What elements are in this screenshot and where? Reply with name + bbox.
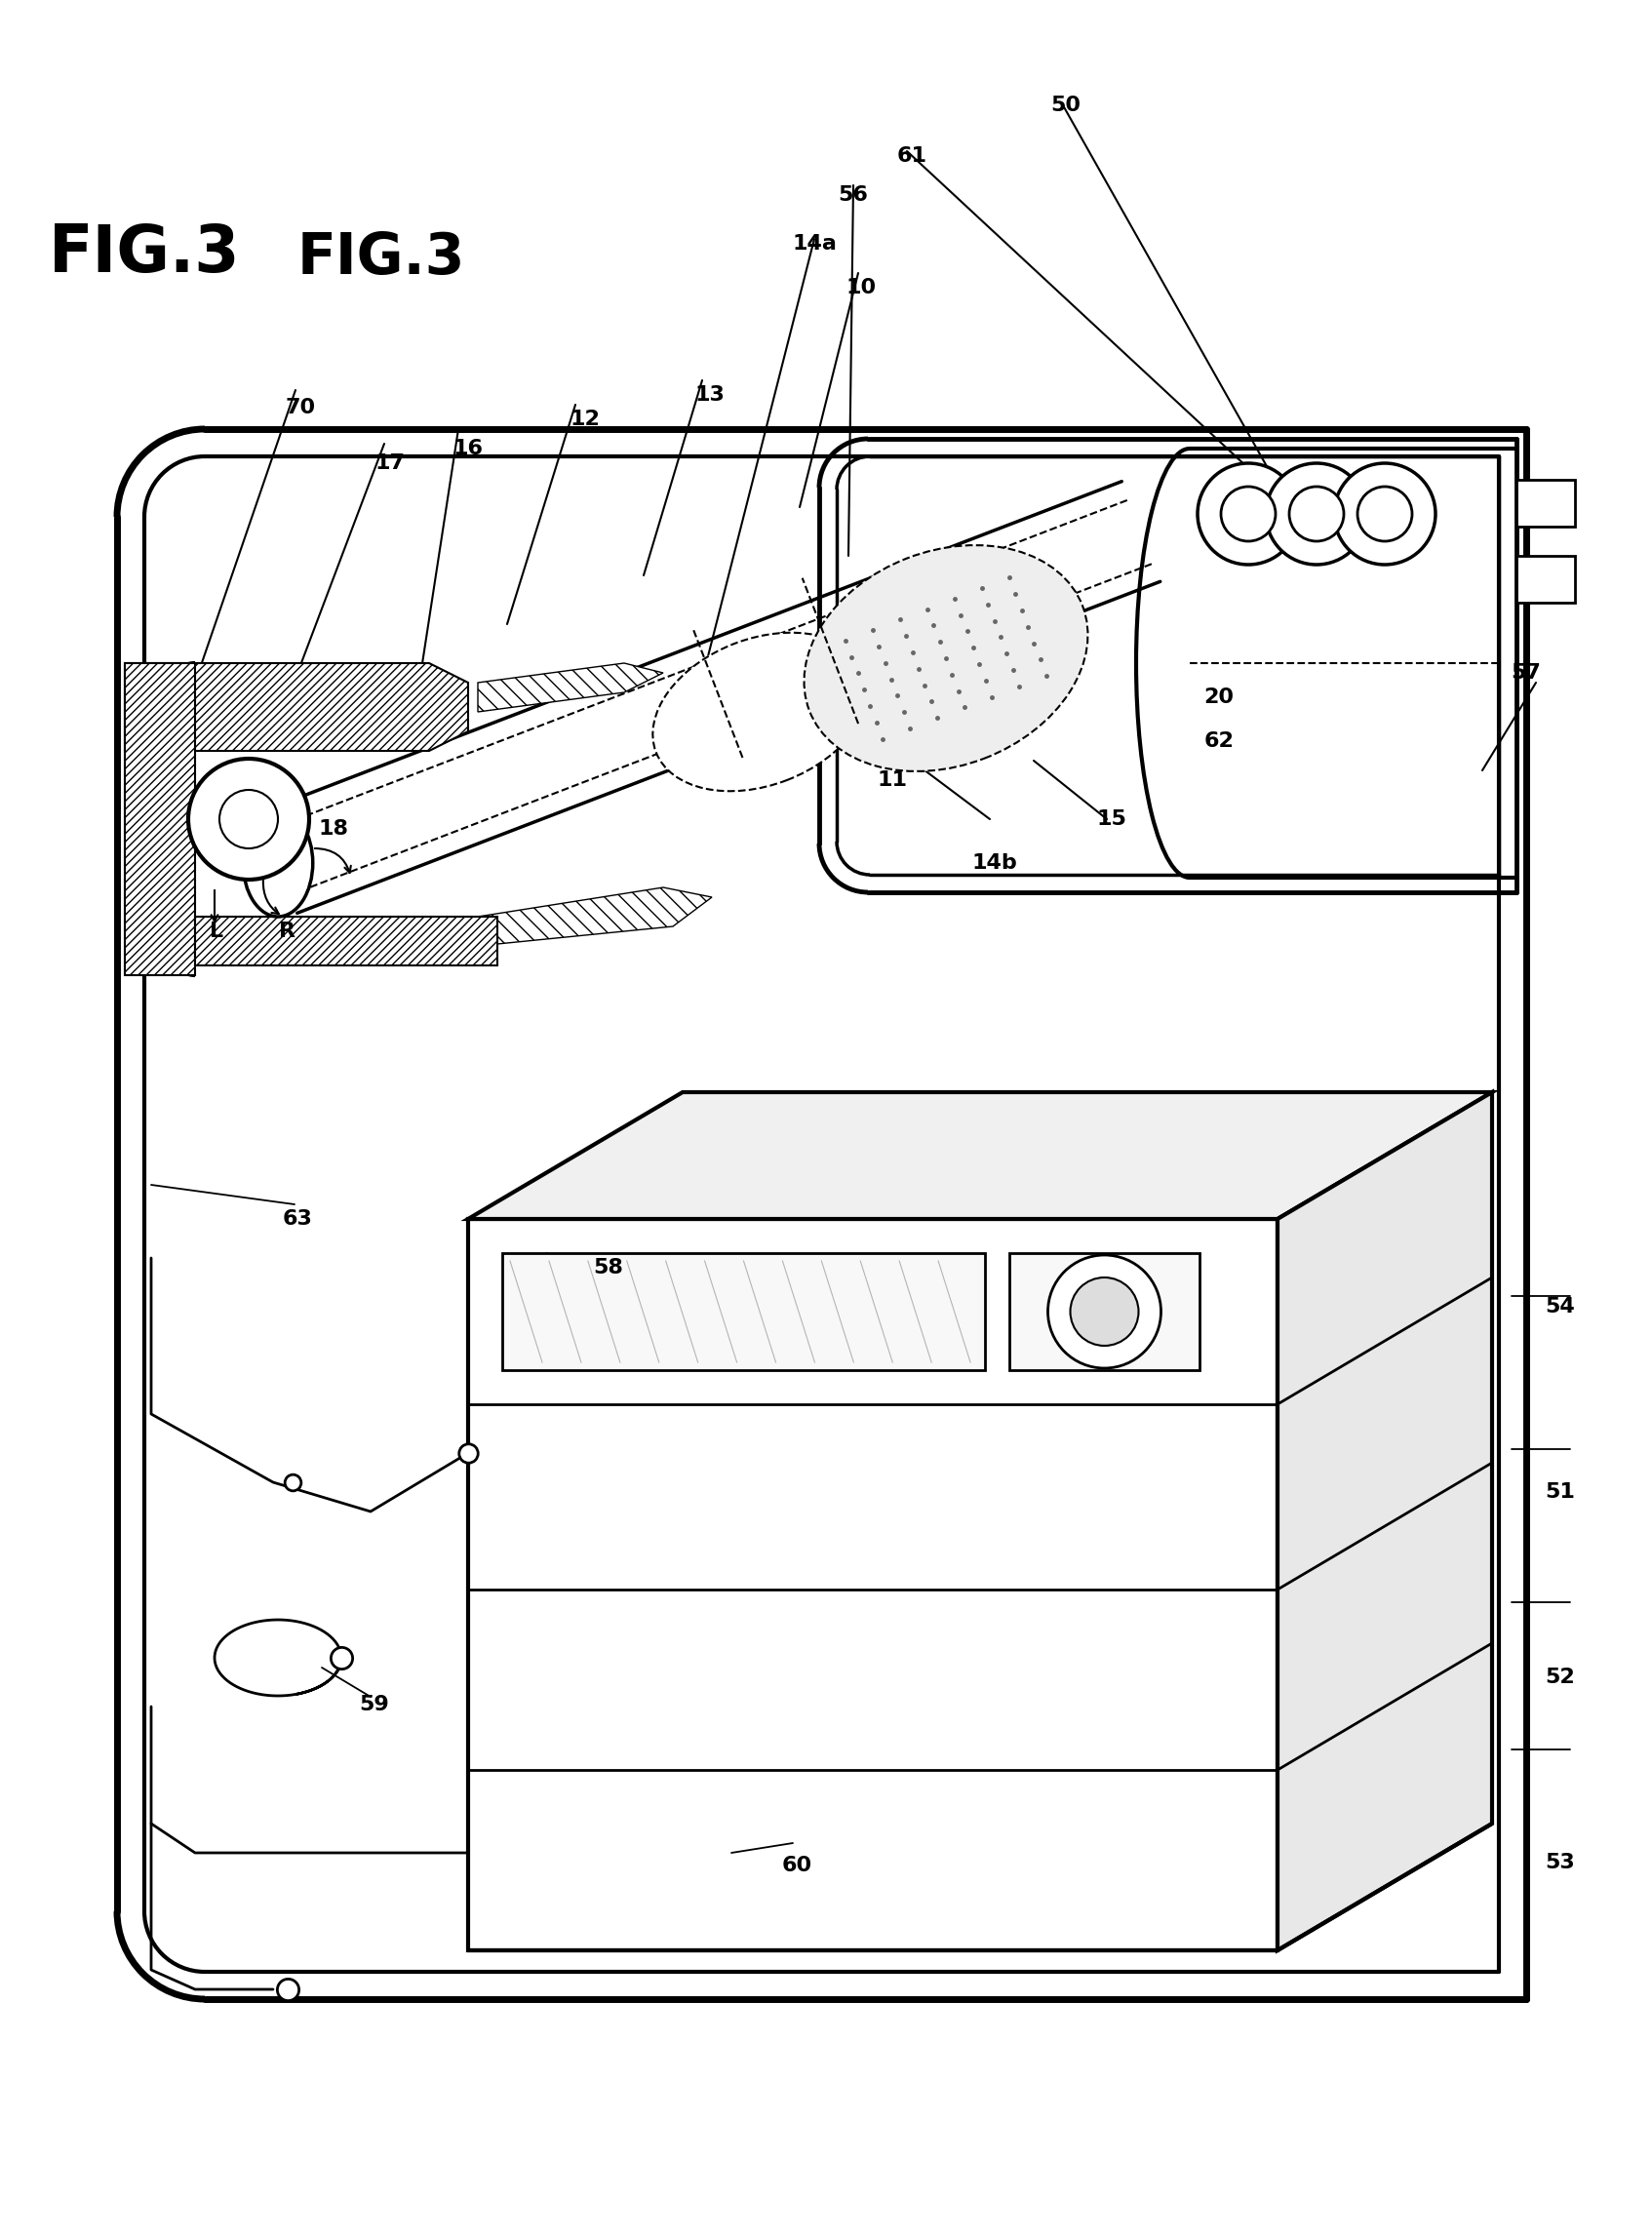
Text: 12: 12 <box>570 410 600 430</box>
Text: 52: 52 <box>1545 1668 1576 1686</box>
Text: 58: 58 <box>593 1258 623 1278</box>
Text: 54: 54 <box>1545 1296 1576 1317</box>
Circle shape <box>188 759 309 880</box>
Text: 62: 62 <box>1204 732 1234 750</box>
Circle shape <box>1198 463 1298 564</box>
Text: 70: 70 <box>286 399 316 416</box>
Ellipse shape <box>243 808 312 916</box>
Circle shape <box>1265 463 1368 564</box>
Text: 53: 53 <box>1545 1854 1576 1872</box>
Ellipse shape <box>653 634 869 790</box>
Ellipse shape <box>805 546 1087 770</box>
Circle shape <box>1358 486 1412 542</box>
Polygon shape <box>1277 1093 1492 1950</box>
Text: FIG.3: FIG.3 <box>50 222 241 287</box>
Text: 63: 63 <box>282 1209 312 1229</box>
Text: 60: 60 <box>781 1856 811 1876</box>
Text: 15: 15 <box>1097 808 1127 828</box>
Text: L: L <box>210 922 223 940</box>
Polygon shape <box>477 887 712 945</box>
Text: 50: 50 <box>1051 96 1080 114</box>
Polygon shape <box>195 916 497 965</box>
Text: 14a: 14a <box>791 235 836 253</box>
Text: 10: 10 <box>846 278 876 298</box>
Text: R: R <box>279 922 296 940</box>
Polygon shape <box>477 663 662 712</box>
Circle shape <box>1335 463 1436 564</box>
Text: 20: 20 <box>1204 687 1234 708</box>
Text: 61: 61 <box>897 146 927 166</box>
Text: 16: 16 <box>453 439 484 459</box>
Polygon shape <box>126 663 468 750</box>
Polygon shape <box>468 1218 1277 1950</box>
Text: 57: 57 <box>1512 663 1541 683</box>
Text: 51: 51 <box>1545 1482 1576 1502</box>
Polygon shape <box>468 1093 1492 1218</box>
Circle shape <box>1221 486 1275 542</box>
Polygon shape <box>1009 1254 1199 1370</box>
Text: FIG.3: FIG.3 <box>297 231 466 284</box>
Text: 13: 13 <box>695 385 725 405</box>
Circle shape <box>220 790 278 849</box>
Polygon shape <box>1517 555 1574 602</box>
Text: 18: 18 <box>319 819 349 840</box>
Circle shape <box>1047 1256 1161 1368</box>
Circle shape <box>1070 1278 1138 1346</box>
Polygon shape <box>502 1254 985 1370</box>
Polygon shape <box>126 663 195 976</box>
Text: 59: 59 <box>360 1695 390 1715</box>
Circle shape <box>1289 486 1343 542</box>
Text: 17: 17 <box>375 455 405 472</box>
Text: 14b: 14b <box>971 853 1018 873</box>
Polygon shape <box>1517 479 1574 526</box>
Text: 56: 56 <box>838 186 869 204</box>
Text: 11: 11 <box>877 770 907 790</box>
